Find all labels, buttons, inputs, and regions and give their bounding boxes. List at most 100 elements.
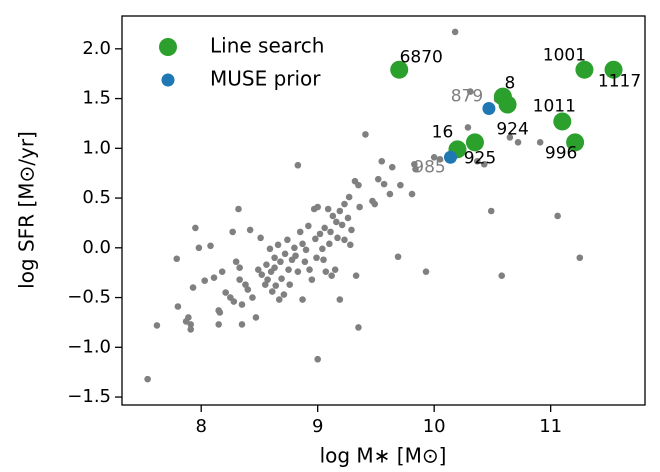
point — [173, 255, 181, 263]
point — [331, 266, 339, 273]
point — [575, 60, 594, 79]
point-label: 1001 — [543, 46, 586, 66]
x-axis-label: log M∗ [M⊙] — [320, 444, 447, 468]
point — [232, 258, 240, 266]
point — [244, 286, 252, 293]
point — [236, 276, 243, 283]
point — [195, 244, 203, 252]
point — [189, 284, 197, 291]
point — [153, 322, 161, 329]
point-label: 16 — [432, 122, 454, 142]
point — [390, 60, 409, 79]
x-tick-label: 8 — [195, 416, 206, 437]
point — [268, 288, 276, 295]
point — [238, 301, 246, 308]
point — [246, 226, 254, 234]
point — [464, 124, 472, 131]
point — [443, 150, 457, 164]
point — [301, 258, 309, 266]
point — [306, 266, 313, 273]
point — [394, 253, 402, 261]
point — [187, 321, 195, 328]
point — [316, 230, 324, 238]
point — [371, 200, 379, 208]
y-tick-label: 0.5 — [82, 187, 111, 208]
y-tick-label: −0.5 — [67, 287, 111, 308]
point — [328, 272, 335, 279]
point — [338, 221, 346, 229]
point — [174, 303, 182, 310]
point — [229, 228, 236, 236]
point — [266, 245, 274, 253]
point — [322, 268, 330, 275]
point — [238, 321, 246, 328]
point — [312, 235, 319, 243]
point — [422, 268, 430, 275]
point-label: 8 — [504, 74, 515, 94]
point — [242, 281, 249, 288]
point — [388, 163, 396, 171]
point — [498, 272, 506, 279]
point — [271, 254, 278, 262]
point — [258, 271, 266, 278]
point — [314, 355, 321, 363]
point — [185, 314, 192, 321]
point — [210, 274, 218, 281]
point — [249, 294, 256, 301]
point — [345, 193, 353, 201]
point-label: 925 — [464, 148, 496, 168]
point — [207, 242, 214, 250]
point — [285, 266, 292, 273]
plot-frame — [121, 15, 646, 406]
point — [218, 268, 226, 275]
point — [480, 160, 488, 168]
point — [230, 298, 238, 305]
point — [319, 245, 326, 253]
point — [187, 326, 195, 333]
y-tick-label: 1.5 — [82, 88, 111, 109]
point — [482, 102, 496, 116]
point — [302, 246, 310, 254]
legend-marker — [159, 38, 177, 56]
point — [355, 181, 362, 189]
y-tick-label: −1.0 — [67, 336, 111, 357]
point — [275, 296, 283, 303]
point — [235, 205, 242, 213]
point — [348, 226, 355, 234]
point — [284, 236, 291, 244]
point — [296, 228, 304, 236]
point — [506, 134, 514, 141]
point — [278, 275, 285, 282]
point-label: 1011 — [533, 96, 576, 116]
y-tick-label: −1.5 — [67, 386, 111, 407]
point — [554, 212, 561, 220]
legend-label: MUSE prior — [210, 67, 321, 91]
point — [465, 133, 484, 152]
point — [397, 181, 404, 189]
point — [327, 228, 334, 236]
point — [386, 190, 394, 198]
point — [314, 203, 321, 211]
point — [324, 205, 332, 213]
y-axis-label: log SFR [M⊙/yr] — [15, 131, 39, 289]
point — [347, 241, 354, 249]
point — [487, 207, 495, 215]
point — [355, 324, 362, 331]
y-tick-label: 0.0 — [82, 237, 111, 258]
point — [144, 375, 151, 383]
point — [280, 291, 288, 298]
point — [261, 281, 269, 288]
x-tick-label: 10 — [423, 416, 446, 437]
point — [374, 175, 382, 183]
point — [236, 264, 243, 272]
point — [215, 321, 222, 328]
point — [536, 139, 544, 146]
point-label: 879 — [451, 87, 483, 107]
point — [305, 222, 312, 230]
point — [271, 264, 278, 272]
point — [604, 60, 623, 79]
x-tick-label: 11 — [539, 416, 562, 437]
point — [378, 157, 386, 165]
point — [334, 234, 341, 242]
point — [553, 112, 572, 131]
